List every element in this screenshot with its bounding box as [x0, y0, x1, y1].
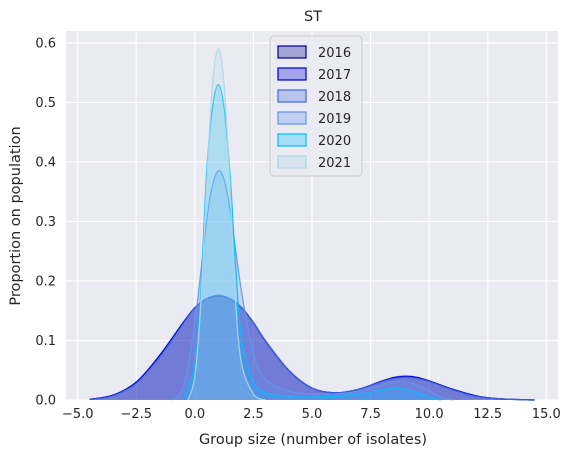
x-tick-label: 15.0: [532, 407, 561, 422]
x-tick-label: 0.0: [185, 407, 206, 422]
legend-swatch: [277, 155, 307, 169]
series-area-2018: [89, 295, 535, 400]
legend-swatch: [277, 67, 307, 81]
series-line-2019: [170, 170, 453, 401]
legend-label: 2018: [318, 90, 351, 105]
y-tick-label: 0.0: [35, 394, 56, 409]
legend-label: 2017: [318, 68, 351, 83]
legend-label: 2020: [318, 134, 351, 149]
x-axis-ticks: −5.0 −2.5 0.0 2.5 5.0 7.5 10.0 12.5 15.0: [62, 407, 561, 422]
x-axis-label: Group size (number of isolates): [199, 432, 427, 448]
y-tick-label: 0.5: [35, 96, 56, 111]
y-tick-label: 0.4: [35, 155, 56, 170]
legend-swatch: [277, 111, 307, 125]
y-tick-label: 0.2: [35, 274, 56, 289]
y-axis-label: Proportion on population: [8, 126, 24, 305]
legend-swatch: [277, 133, 307, 147]
legend-label: 2021: [318, 156, 351, 171]
series-area-2020: [183, 84, 441, 400]
chart-title: ST: [304, 9, 322, 25]
x-tick-label: −2.5: [120, 407, 152, 422]
series-areas: [89, 48, 535, 401]
y-tick-label: 0.3: [35, 215, 56, 230]
x-tick-label: −5.0: [62, 407, 94, 422]
x-tick-label: 7.5: [360, 407, 381, 422]
legend-box: [269, 35, 363, 177]
x-tick-label: 5.0: [302, 407, 323, 422]
legend-swatch: [277, 45, 307, 59]
legend-label: 2019: [318, 112, 351, 127]
x-tick-label: 2.5: [243, 407, 264, 422]
x-tick-label: 10.0: [415, 407, 444, 422]
x-tick-label: 12.5: [473, 407, 502, 422]
y-tick-label: 0.1: [35, 334, 56, 349]
series-area-2017: [89, 295, 535, 400]
legend: 2016 2017 2018 2019 2020 2021: [269, 35, 363, 177]
legend-swatch: [277, 89, 307, 103]
y-axis-ticks: 0.0 0.1 0.2 0.3 0.4 0.5 0.6: [35, 36, 56, 408]
legend-label: 2016: [318, 46, 351, 61]
y-tick-label: 0.6: [35, 36, 56, 51]
series-line-2018: [89, 294, 535, 401]
series-line-2021: [187, 48, 266, 401]
series-area-2016: [89, 295, 535, 400]
series-area-2021: [187, 48, 266, 400]
